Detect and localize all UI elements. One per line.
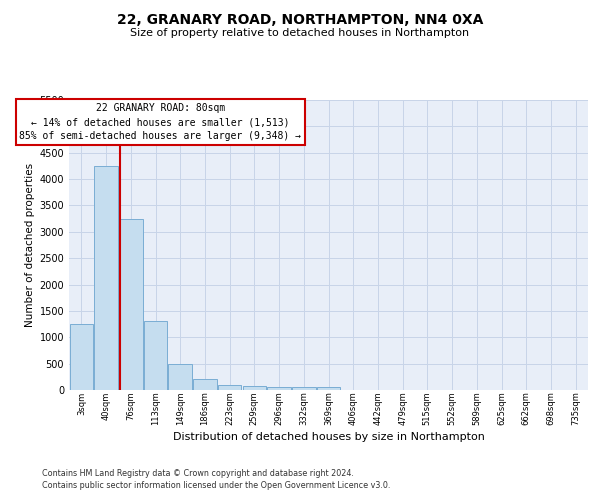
Bar: [292, 388, 316, 390]
Text: 22, GRANARY ROAD, NORTHAMPTON, NN4 0XA: 22, GRANARY ROAD, NORTHAMPTON, NN4 0XA: [117, 12, 483, 26]
Bar: [242, 386, 266, 390]
Bar: [268, 388, 291, 390]
Bar: [193, 380, 217, 390]
Bar: [70, 324, 93, 390]
Text: Contains HM Land Registry data © Crown copyright and database right 2024.: Contains HM Land Registry data © Crown c…: [42, 468, 354, 477]
Y-axis label: Number of detached properties: Number of detached properties: [25, 163, 35, 327]
Text: Size of property relative to detached houses in Northampton: Size of property relative to detached ho…: [130, 28, 470, 38]
Bar: [169, 364, 192, 390]
Bar: [218, 384, 241, 390]
Bar: [144, 322, 167, 390]
Bar: [94, 166, 118, 390]
Bar: [317, 388, 340, 390]
Text: Contains public sector information licensed under the Open Government Licence v3: Contains public sector information licen…: [42, 481, 391, 490]
Text: 22 GRANARY ROAD: 80sqm
← 14% of detached houses are smaller (1,513)
85% of semi-: 22 GRANARY ROAD: 80sqm ← 14% of detached…: [19, 103, 301, 141]
Text: Distribution of detached houses by size in Northampton: Distribution of detached houses by size …: [173, 432, 485, 442]
Bar: [119, 218, 143, 390]
